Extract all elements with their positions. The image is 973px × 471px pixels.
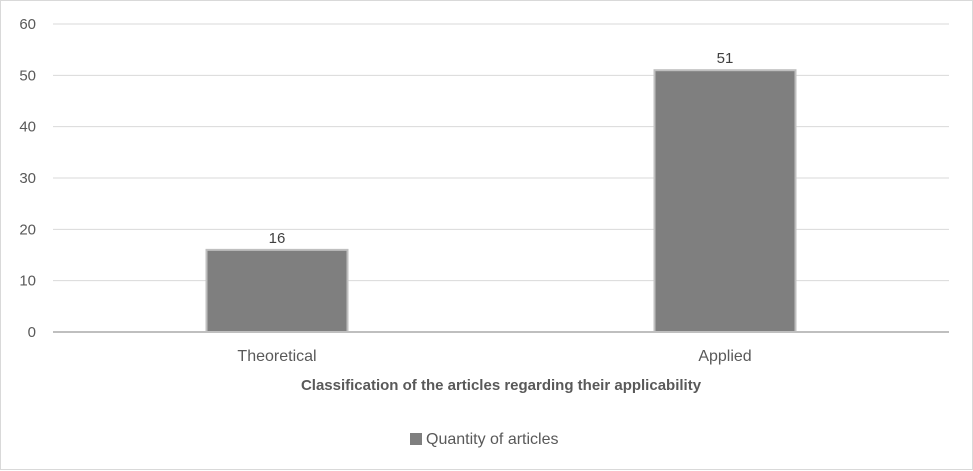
legend-swatch — [410, 433, 422, 445]
bar-applied — [653, 69, 797, 333]
gridlines — [53, 23, 949, 282]
x-category-label: Theoretical — [237, 348, 316, 365]
legend-label: Quantity of articles — [426, 431, 559, 448]
legend: Quantity of articles — [410, 431, 559, 448]
y-tick-label: 30 — [19, 170, 36, 187]
y-tick-label: 50 — [19, 67, 36, 84]
y-tick-label: 10 — [19, 273, 36, 290]
x-axis-title: Classification of the articles regarding… — [301, 377, 702, 394]
y-tick-label: 60 — [19, 16, 36, 33]
y-tick-label: 0 — [28, 324, 36, 341]
y-axis-tick-labels: 0 10 20 30 40 50 60 — [19, 16, 36, 341]
x-axis-category-labels: Theoretical Applied — [237, 348, 751, 365]
x-category-label: Applied — [698, 348, 751, 365]
y-tick-label: 20 — [19, 221, 36, 238]
bar-theoretical — [205, 248, 349, 333]
data-label: 16 — [269, 230, 286, 247]
bars — [205, 69, 797, 333]
y-tick-label: 40 — [19, 119, 36, 136]
data-label: 51 — [717, 50, 734, 67]
